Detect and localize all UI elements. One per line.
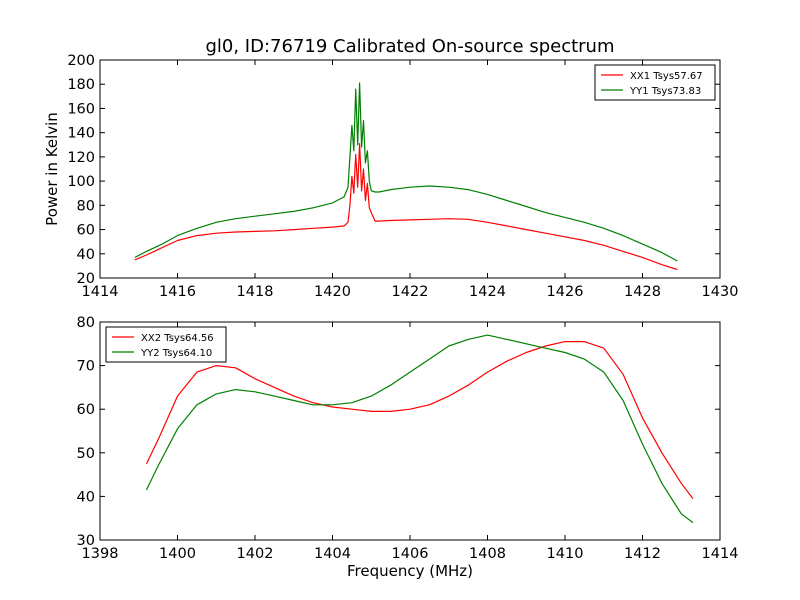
- bottom-x-tick-label: 1410: [547, 546, 584, 562]
- top-x-tick-label: 1416: [159, 284, 196, 300]
- bottom-x-tick-label: 1408: [469, 546, 506, 562]
- top-x-tick-label: 1428: [624, 284, 661, 300]
- bottom-x-tick-label: 1404: [314, 546, 351, 562]
- bottom-y-tick-label: 50: [77, 446, 95, 462]
- legend-label-xx1: XX1 Tsys57.67: [630, 71, 703, 82]
- bottom-panel-x-axis-label: Frequency (MHz): [347, 562, 473, 580]
- top-x-tick-label: 1414: [82, 284, 119, 300]
- bottom-panel-legend-box: [105, 326, 227, 363]
- bottom-y-tick-label: 30: [77, 533, 95, 549]
- bottom-y-tick-label: 80: [77, 315, 95, 331]
- chart-title: gl0, ID:76719 Calibrated On-source spect…: [205, 36, 614, 57]
- top-panel-series: [134, 82, 678, 271]
- bottom-y-tick-label: 60: [77, 402, 95, 418]
- top-x-tick-label: 1426: [547, 284, 584, 300]
- top-x-tick-label: 1418: [237, 284, 274, 300]
- bottom-panel-legend: XX2 Tsys64.56 YY2 Tsys64.10: [105, 326, 227, 363]
- bottom-panel-ticks: 1398 1400 1402 1404 1406 1408 1410 1412 1414 30 40…: [77, 315, 739, 562]
- bottom-x-tick-label: 1402: [237, 546, 274, 562]
- top-y-tick-label: 120: [67, 150, 95, 166]
- top-panel-ticks: 1414 1416 1418 1420 1422 1424 1426 1428 1430 20 40…: [67, 53, 738, 300]
- top-x-tick-label: 1424: [469, 284, 506, 300]
- top-panel-legend: XX1 Tsys57.67 YY1 Tsys73.83: [594, 64, 716, 101]
- bottom-series-line-2: [145, 334, 694, 524]
- bottom-x-tick-label: 1414: [702, 546, 739, 562]
- bottom-panel: 1398 1400 1402 1404 1406 1408 1410 1412 1414 30 40…: [77, 315, 739, 580]
- bottom-x-tick-label: 1406: [392, 546, 429, 562]
- top-series-line-1: [134, 143, 678, 271]
- top-y-tick-label: 200: [67, 53, 95, 69]
- top-y-tick-label: 180: [67, 77, 95, 93]
- bottom-x-tick-label: 1412: [624, 546, 661, 562]
- bottom-series-line-1: [145, 341, 694, 499]
- bottom-x-tick-label: 1398: [82, 546, 119, 562]
- top-panel: 1414 1416 1418 1420 1422 1424 1426 1428 1430 20 40…: [43, 53, 738, 300]
- top-y-tick-label: 80: [77, 198, 95, 214]
- bottom-y-tick-label: 40: [77, 489, 95, 505]
- legend-label-yy1: YY1 Tsys73.83: [629, 86, 701, 97]
- top-panel-legend-box: [594, 64, 716, 101]
- top-y-tick-label: 140: [67, 126, 95, 142]
- bottom-x-tick-label: 1400: [159, 546, 196, 562]
- top-y-tick-label: 100: [67, 174, 95, 190]
- legend-label-yy2: YY2 Tsys64.10: [140, 348, 212, 359]
- top-y-tick-label: 20: [77, 271, 95, 287]
- top-y-tick-label: 40: [77, 247, 95, 263]
- top-panel-y-axis-label: Power in Kelvin: [43, 112, 61, 226]
- bottom-y-tick-label: 70: [77, 359, 95, 375]
- legend-label-xx2: XX2 Tsys64.56: [141, 333, 214, 344]
- top-x-tick-label: 1430: [702, 284, 739, 300]
- bottom-panel-series: [145, 334, 694, 524]
- top-y-tick-label: 60: [77, 223, 95, 239]
- top-x-tick-label: 1420: [314, 284, 351, 300]
- top-y-tick-label: 160: [67, 101, 95, 117]
- top-series-line-2: [134, 82, 678, 262]
- top-x-tick-label: 1422: [392, 284, 429, 300]
